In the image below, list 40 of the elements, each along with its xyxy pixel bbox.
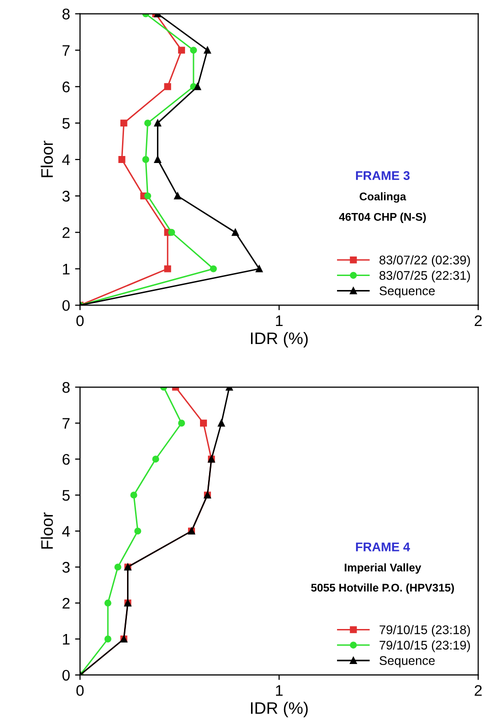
legend-title: FRAME 3 xyxy=(356,171,410,180)
annotation: Coalinga xyxy=(360,192,406,203)
y-tick-label: 7 xyxy=(62,418,70,429)
y-tick-label: 2 xyxy=(62,598,70,609)
y-tick-label: 0 xyxy=(62,670,70,681)
y-tick-label: 6 xyxy=(62,454,70,465)
y-tick-label: 0 xyxy=(62,300,70,311)
y-tick-label: 5 xyxy=(62,118,70,129)
x-tick-label: 1 xyxy=(276,316,283,326)
legend-title: FRAME 4 xyxy=(356,542,410,552)
y-tick-label: 5 xyxy=(62,490,70,501)
annotation: Imperial Valley xyxy=(344,563,422,574)
x-tick-label: 2 xyxy=(474,315,482,326)
y-tick-label: 4 xyxy=(62,526,70,537)
y-tick-label: 3 xyxy=(62,190,70,202)
legend-label: Sequence xyxy=(380,286,435,298)
annotation: 46T04 CHP (N-S) xyxy=(339,212,426,224)
x-axis-title: IDR (%) xyxy=(251,702,308,718)
y-tick-label: 2 xyxy=(62,227,70,238)
y-tick-label: 8 xyxy=(62,382,70,393)
x-tick-label: 2 xyxy=(474,685,482,696)
legend-label: Sequence xyxy=(380,656,435,668)
y-axis-title: Floor xyxy=(40,512,53,549)
y-tick-label: 8 xyxy=(62,8,70,20)
legend-label: 83/07/25 (22:31) xyxy=(380,270,470,282)
y-tick-label: 3 xyxy=(62,562,70,573)
y-tick-label: 7 xyxy=(62,45,70,56)
x-tick-label: 1 xyxy=(276,685,283,696)
legend-label: 83/07/22 (02:39) xyxy=(380,255,470,267)
y-tick-label: 1 xyxy=(62,264,70,274)
legend-label: 79/10/15 (23:19) xyxy=(380,640,470,652)
x-axis-title: IDR (%) xyxy=(251,332,308,348)
y-axis-title: Floor xyxy=(40,140,53,178)
x-tick-label: 0 xyxy=(76,685,84,696)
annotation: 5055 Hotville P.O. (HPV315) xyxy=(311,583,454,594)
y-tick-label: 1 xyxy=(62,634,70,645)
x-tick-label: 0 xyxy=(76,315,84,326)
y-tick-label: 6 xyxy=(62,82,70,92)
y-tick-label: 4 xyxy=(62,154,70,166)
legend-label: 79/10/15 (23:18) xyxy=(380,625,470,637)
